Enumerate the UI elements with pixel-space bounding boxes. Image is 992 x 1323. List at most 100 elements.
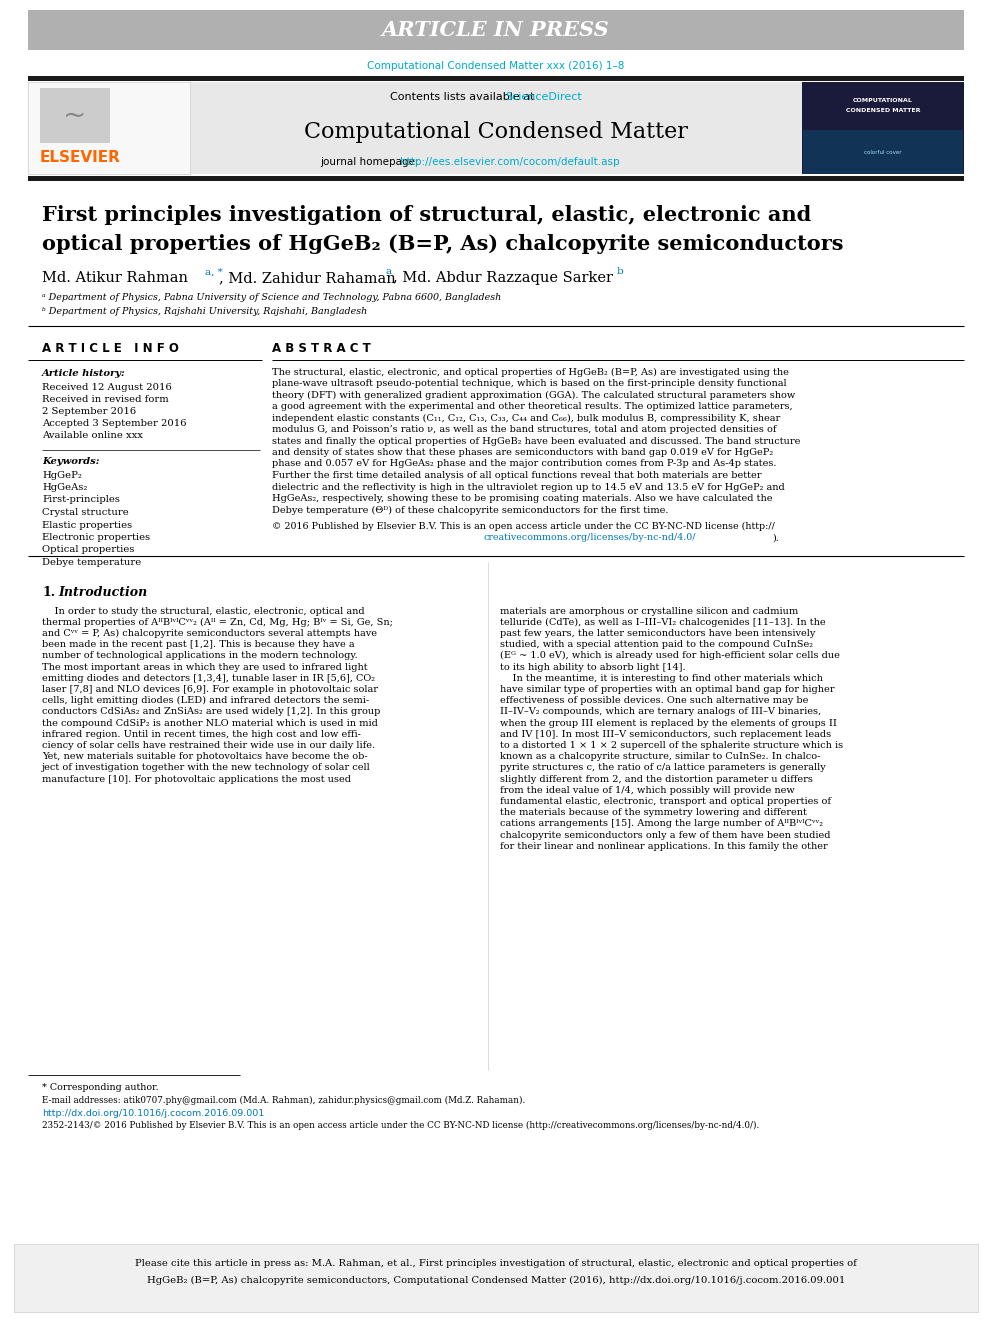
Text: CONDENSED MATTER: CONDENSED MATTER <box>846 107 921 112</box>
Text: Please cite this article in press as: M.A. Rahman, et al., First principles inve: Please cite this article in press as: M.… <box>135 1258 857 1267</box>
Text: Crystal structure: Crystal structure <box>42 508 129 517</box>
Text: ᵃ Department of Physics, Pabna University of Science and Technology, Pabna 6600,: ᵃ Department of Physics, Pabna Universit… <box>42 294 501 303</box>
Text: effectiveness of possible devices. One such alternative may be: effectiveness of possible devices. One s… <box>500 696 808 705</box>
Text: the compound CdSiP₂ is another NLO material which is used in mid: the compound CdSiP₂ is another NLO mater… <box>42 718 378 728</box>
Text: optical properties of HgGeB₂ (B=P, As) chalcopyrite semiconductors: optical properties of HgGeB₂ (B=P, As) c… <box>42 234 843 254</box>
Text: Debye temperature (Θᴰ) of these chalcopyrite semiconductors for the first time.: Debye temperature (Θᴰ) of these chalcopy… <box>272 505 669 515</box>
Text: Further the first time detailed analysis of all optical functions reveal that bo: Further the first time detailed analysis… <box>272 471 762 480</box>
Text: Optical properties: Optical properties <box>42 545 134 554</box>
Text: a good agreement with the experimental and other theoretical results. The optimi: a good agreement with the experimental a… <box>272 402 793 411</box>
Text: dielectric and the reflectivity is high in the ultraviolet region up to 14.5 eV : dielectric and the reflectivity is high … <box>272 483 785 492</box>
Text: First-principles: First-principles <box>42 496 120 504</box>
Text: COMPUTATIONAL: COMPUTATIONAL <box>853 98 913 102</box>
Text: HgGeP₂: HgGeP₂ <box>42 471 82 479</box>
Text: http://ees.elsevier.com/cocom/default.asp: http://ees.elsevier.com/cocom/default.as… <box>400 157 620 167</box>
Text: Debye temperature: Debye temperature <box>42 558 141 568</box>
Text: (Eᴳ ~ 1.0 eV), which is already used for high-efficient solar cells due: (Eᴳ ~ 1.0 eV), which is already used for… <box>500 651 840 660</box>
Text: and IV [10]. In most III–V semiconductors, such replacement leads: and IV [10]. In most III–V semiconductor… <box>500 730 831 738</box>
Bar <box>803 130 963 175</box>
Text: 2352-2143/© 2016 Published by Elsevier B.V. This is an open access article under: 2352-2143/© 2016 Published by Elsevier B… <box>42 1121 759 1130</box>
Text: First principles investigation of structural, elastic, electronic and: First principles investigation of struct… <box>42 205 811 225</box>
Text: to a distorted 1 × 1 × 2 supercell of the sphalerite structure which is: to a distorted 1 × 1 × 2 supercell of th… <box>500 741 843 750</box>
Text: emitting diodes and detectors [1,3,4], tunable laser in IR [5,6], CO₂: emitting diodes and detectors [1,3,4], t… <box>42 673 375 683</box>
Text: manufacture [10]. For photovoltaic applications the most used: manufacture [10]. For photovoltaic appli… <box>42 774 351 783</box>
Text: In the meantime, it is interesting to find other materials which: In the meantime, it is interesting to fi… <box>500 673 823 683</box>
Text: ject of investigation together with the new technology of solar cell: ject of investigation together with the … <box>42 763 371 773</box>
Text: © 2016 Published by Elsevier B.V. This is an open access article under the CC BY: © 2016 Published by Elsevier B.V. This i… <box>272 521 775 531</box>
Text: and Cᵛᵛ = P, As) chalcopyrite semiconductors several attempts have: and Cᵛᵛ = P, As) chalcopyrite semiconduc… <box>42 628 377 638</box>
Text: Md. Atikur Rahman: Md. Atikur Rahman <box>42 271 188 284</box>
Bar <box>28 176 964 181</box>
Text: have similar type of properties with an optimal band gap for higher: have similar type of properties with an … <box>500 685 834 693</box>
Text: plane-wave ultrasoft pseudo-potential technique, which is based on the first-pri: plane-wave ultrasoft pseudo-potential te… <box>272 378 787 388</box>
Text: Keywords:: Keywords: <box>42 458 99 467</box>
Text: HgGeAs₂: HgGeAs₂ <box>42 483 87 492</box>
Bar <box>40 89 110 143</box>
Text: materials are amorphous or crystalline silicon and cadmium: materials are amorphous or crystalline s… <box>500 606 799 615</box>
Text: ciency of solar cells have restrained their wide use in our daily life.: ciency of solar cells have restrained th… <box>42 741 375 750</box>
Text: The most important areas in which they are used to infrared light: The most important areas in which they a… <box>42 663 368 672</box>
Bar <box>28 82 190 175</box>
Text: colorful cover: colorful cover <box>864 149 902 155</box>
Bar <box>28 11 964 50</box>
Text: ~: ~ <box>63 102 86 130</box>
Text: pyrite structures c, the ratio of c/a lattice parameters is generally: pyrite structures c, the ratio of c/a la… <box>500 763 825 773</box>
Text: phase and 0.057 eV for HgGeAs₂ phase and the major contribution comes from P-3p : phase and 0.057 eV for HgGeAs₂ phase and… <box>272 459 777 468</box>
Text: A B S T R A C T: A B S T R A C T <box>272 341 371 355</box>
Text: journal homepage:: journal homepage: <box>320 157 422 167</box>
Text: Elastic properties: Elastic properties <box>42 520 132 529</box>
Text: Electronic properties: Electronic properties <box>42 533 150 542</box>
Text: Computational Condensed Matter: Computational Condensed Matter <box>305 120 687 143</box>
Text: states and finally the optical properties of HgGeB₂ have been evaluated and disc: states and finally the optical propertie… <box>272 437 801 446</box>
Text: II–IV–V₂ compounds, which are ternary analogs of III–V binaries,: II–IV–V₂ compounds, which are ternary an… <box>500 708 821 716</box>
Text: ARTICLE IN PRESS: ARTICLE IN PRESS <box>382 20 610 40</box>
Text: a: a <box>385 267 391 277</box>
Text: HgGeAs₂, respectively, showing these to be promising coating materials. Also we : HgGeAs₂, respectively, showing these to … <box>272 493 773 503</box>
Text: Contents lists available at: Contents lists available at <box>390 93 538 102</box>
Text: studied, with a special attention paid to the compound CuInSe₂: studied, with a special attention paid t… <box>500 640 813 650</box>
Bar <box>802 82 964 175</box>
Text: number of technological applications in the modern technology.: number of technological applications in … <box>42 651 358 660</box>
Text: slightly different from 2, and the distortion parameter u differs: slightly different from 2, and the disto… <box>500 774 812 783</box>
Text: Received 12 August 2016: Received 12 August 2016 <box>42 382 172 392</box>
Text: infrared region. Until in recent times, the high cost and low effi-: infrared region. Until in recent times, … <box>42 730 361 738</box>
Text: thermal properties of AᴵᴵBᴵᵛᴵCᵛᵛ₂ (Aᴵᴵ = Zn, Cd, Mg, Hg; Bᴵᵛ = Si, Ge, Sn;: thermal properties of AᴵᴵBᴵᵛᴵCᵛᵛ₂ (Aᴵᴵ =… <box>42 618 393 627</box>
Text: Yet, new materials suitable for photovoltaics have become the ob-: Yet, new materials suitable for photovol… <box>42 751 368 761</box>
Text: fundamental elastic, electronic, transport and optical properties of: fundamental elastic, electronic, transpo… <box>500 796 831 806</box>
Text: and density of states show that these phases are semiconductors with band gap 0.: and density of states show that these ph… <box>272 448 773 456</box>
Text: Article history:: Article history: <box>42 369 126 378</box>
Text: b: b <box>617 267 624 277</box>
Text: 2 September 2016: 2 September 2016 <box>42 406 136 415</box>
Text: , Md. Zahidur Rahaman: , Md. Zahidur Rahaman <box>219 271 396 284</box>
Text: The structural, elastic, electronic, and optical properties of HgGeB₂ (B=P, As) : The structural, elastic, electronic, and… <box>272 368 789 377</box>
Text: cations arrangements [15]. Among the large number of AᴵᴵBᴵᵛᴵCᵛᵛ₂: cations arrangements [15]. Among the lar… <box>500 819 823 828</box>
Text: been made in the recent past [1,2]. This is because they have a: been made in the recent past [1,2]. This… <box>42 640 354 650</box>
Text: cells, light emitting diodes (LED) and infrared detectors the semi-: cells, light emitting diodes (LED) and i… <box>42 696 369 705</box>
Text: Accepted 3 September 2016: Accepted 3 September 2016 <box>42 418 186 427</box>
Text: theory (DFT) with generalized gradient approximation (GGA). The calculated struc: theory (DFT) with generalized gradient a… <box>272 390 796 400</box>
Text: * Corresponding author.: * Corresponding author. <box>42 1084 159 1093</box>
Text: Computational Condensed Matter xxx (2016) 1–8: Computational Condensed Matter xxx (2016… <box>367 61 625 71</box>
Text: independent elastic constants (C₁₁, C₁₂, C₁₃, C₃₃, C₄₄ and C₆₆), bulk modulus B,: independent elastic constants (C₁₁, C₁₂,… <box>272 413 781 422</box>
Text: , Md. Abdur Razzaque Sarker: , Md. Abdur Razzaque Sarker <box>393 271 613 284</box>
Text: to its high ability to absorb light [14].: to its high ability to absorb light [14]… <box>500 663 685 672</box>
Text: Received in revised form: Received in revised form <box>42 394 169 404</box>
Text: ).: ). <box>772 533 779 542</box>
Text: known as a chalcopyrite structure, similar to CuInSe₂. In chalco-: known as a chalcopyrite structure, simil… <box>500 751 820 761</box>
Text: when the group III element is replaced by the elements of groups II: when the group III element is replaced b… <box>500 718 837 728</box>
Text: Available online xxx: Available online xxx <box>42 430 143 439</box>
Bar <box>14 1244 978 1312</box>
Text: E-mail addresses: atik0707.phy@gmail.com (Md.A. Rahman), zahidur.physics@gmail.c: E-mail addresses: atik0707.phy@gmail.com… <box>42 1095 525 1105</box>
Text: from the ideal value of 1/4, which possibly will provide new: from the ideal value of 1/4, which possi… <box>500 786 795 795</box>
Text: modulus G, and Poisson’s ratio ν, as well as the band structures, total and atom: modulus G, and Poisson’s ratio ν, as wel… <box>272 425 777 434</box>
Text: In order to study the structural, elastic, electronic, optical and: In order to study the structural, elasti… <box>42 606 365 615</box>
Text: past few years, the latter semiconductors have been intensively: past few years, the latter semiconductor… <box>500 628 815 638</box>
Text: a, *: a, * <box>205 267 223 277</box>
Text: ELSEVIER: ELSEVIER <box>40 151 121 165</box>
Text: Introduction: Introduction <box>58 586 147 599</box>
Bar <box>190 82 802 175</box>
Text: A R T I C L E   I N F O: A R T I C L E I N F O <box>42 341 179 355</box>
Text: conductors CdSiAs₂ and ZnSiAs₂ are used widely [1,2]. In this group: conductors CdSiAs₂ and ZnSiAs₂ are used … <box>42 708 380 716</box>
Text: laser [7,8] and NLO devices [6,9]. For example in photovoltaic solar: laser [7,8] and NLO devices [6,9]. For e… <box>42 685 378 693</box>
Text: http://dx.doi.org/10.1016/j.cocom.2016.09.001: http://dx.doi.org/10.1016/j.cocom.2016.0… <box>42 1109 264 1118</box>
